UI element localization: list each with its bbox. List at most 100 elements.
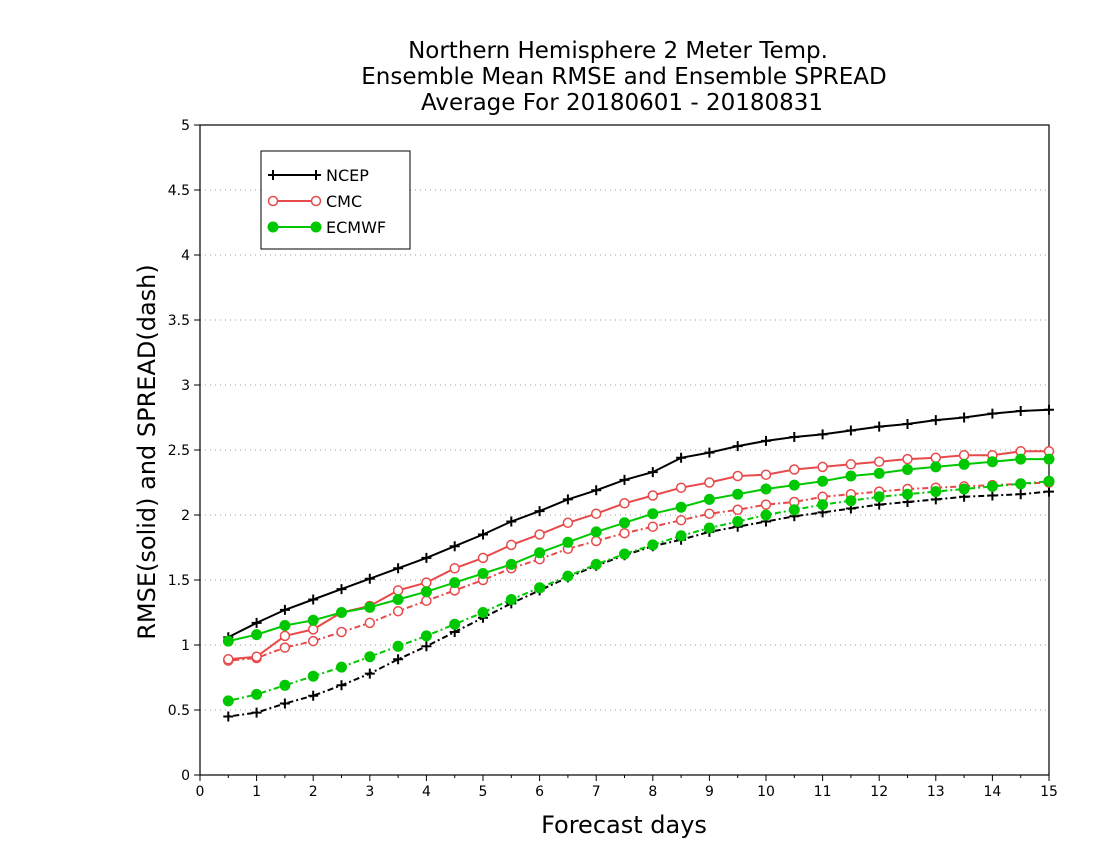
data-point-ecmwf-rmse bbox=[958, 458, 970, 470]
data-point-ecmwf-rmse bbox=[732, 488, 744, 500]
data-point-ecmwf-rmse bbox=[760, 483, 772, 495]
data-point-ecmwf-spread bbox=[222, 695, 234, 707]
data-point-cmc-rmse bbox=[647, 490, 659, 501]
y-tick-label: 1.5 bbox=[168, 573, 190, 589]
data-point-ecmwf-rmse bbox=[420, 586, 432, 598]
data-point-ecmwf-rmse bbox=[505, 558, 517, 570]
y-tick-label: 4 bbox=[181, 248, 190, 264]
data-point-ecmwf-rmse bbox=[562, 536, 574, 548]
x-tick-label: 12 bbox=[870, 784, 888, 800]
y-tick-label: 4.5 bbox=[168, 183, 190, 199]
data-point-ecmwf-rmse bbox=[590, 526, 602, 538]
data-point-ncep-rmse bbox=[676, 452, 687, 463]
y-tick-label: 2.5 bbox=[168, 443, 190, 459]
x-tick-label: 10 bbox=[757, 784, 775, 800]
data-point-ecmwf-rmse bbox=[336, 607, 347, 618]
y-tick-label: 5 bbox=[181, 118, 190, 134]
data-point-cmc-rmse bbox=[760, 469, 772, 480]
data-point-ncep-rmse bbox=[761, 435, 771, 446]
legend-marker-ecmwf bbox=[310, 221, 322, 233]
data-point-cmc-rmse bbox=[562, 517, 574, 529]
x-tick-label: 3 bbox=[365, 784, 374, 800]
data-point-cmc-spread bbox=[364, 617, 376, 629]
data-point-ncep-rmse bbox=[1044, 404, 1054, 415]
data-point-ecmwf-rmse bbox=[845, 470, 857, 482]
y-tick-labels: 0 0.5 1 1.5 2 2.5 3 3.5 4 4.5 5 bbox=[168, 118, 190, 784]
data-point-ecmwf-rmse bbox=[364, 601, 376, 613]
series-ecmwf bbox=[222, 453, 1055, 707]
x-axis-label: Forecast days bbox=[541, 811, 707, 839]
x-tick-label: 14 bbox=[983, 784, 1001, 800]
y-tick-label: 1 bbox=[181, 638, 190, 654]
data-point-ecmwf-rmse bbox=[477, 568, 489, 579]
data-point-ncep-spread bbox=[1015, 489, 1026, 500]
x-tick-labels: 0 1 2 3 4 5 6 7 8 9 10 11 12 13 14 15 bbox=[196, 784, 1058, 800]
legend-marker-cmc bbox=[310, 195, 322, 207]
data-point-ecmwf-spread bbox=[307, 670, 319, 682]
data-point-ecmwf-spread bbox=[732, 516, 744, 527]
data-point-ncep-rmse bbox=[959, 412, 970, 423]
data-point-ncep-rmse bbox=[1015, 406, 1026, 416]
data-point-ecmwf-rmse bbox=[873, 467, 885, 479]
data-point-cmc-rmse bbox=[506, 539, 517, 551]
legend-item-cmc: CMC bbox=[267, 192, 362, 211]
data-point-cmc-rmse bbox=[817, 461, 828, 473]
data-point-ncep-rmse bbox=[449, 541, 460, 552]
legend-marker-ncep bbox=[268, 170, 278, 180]
data-point-cmc-rmse bbox=[449, 563, 460, 574]
y-tick-label: 3.5 bbox=[168, 313, 190, 329]
x-tick-label: 8 bbox=[648, 784, 657, 800]
data-point-ncep-rmse bbox=[845, 425, 856, 436]
data-point-ecmwf-spread bbox=[930, 486, 942, 498]
data-point-ecmwf-spread bbox=[619, 548, 630, 560]
series-cmc bbox=[223, 446, 1055, 666]
legend-marker-cmc bbox=[267, 195, 279, 207]
data-point-ecmwf-rmse bbox=[1015, 453, 1027, 465]
data-point-ncep-rmse bbox=[279, 604, 290, 615]
data-point-ecmwf-spread bbox=[703, 522, 715, 534]
data-point-ncep-rmse bbox=[336, 584, 347, 595]
data-point-cmc-spread bbox=[392, 605, 404, 617]
data-point-ecmwf-spread bbox=[958, 483, 970, 495]
axis-ticks bbox=[194, 124, 1050, 781]
x-tick-label: 2 bbox=[309, 784, 318, 800]
data-point-ncep-rmse bbox=[506, 516, 517, 527]
data-point-cmc-rmse bbox=[930, 452, 942, 464]
data-point-ncep-rmse bbox=[930, 415, 941, 426]
x-tick-label: 5 bbox=[479, 784, 488, 800]
x-tick-label: 9 bbox=[705, 784, 714, 800]
chart-title-line-2: Ensemble Mean RMSE and Ensemble SPREAD bbox=[361, 64, 886, 90]
x-tick-label: 6 bbox=[535, 784, 544, 800]
data-point-cmc-rmse bbox=[534, 529, 545, 540]
data-point-ncep-rmse bbox=[902, 419, 913, 429]
data-point-ecmwf-spread bbox=[986, 480, 998, 492]
data-point-ecmwf-rmse bbox=[788, 479, 800, 491]
data-point-ncep-rmse bbox=[789, 432, 800, 442]
data-point-ecmwf-spread bbox=[449, 618, 461, 630]
series-line-ncep-spread bbox=[228, 490, 1050, 718]
chart-title-line-3: Average For 20180601 - 20180831 bbox=[421, 90, 823, 116]
data-point-ncep-spread bbox=[223, 711, 234, 722]
data-point-ecmwf-spread bbox=[788, 504, 800, 516]
data-point-ncep-spread bbox=[364, 668, 375, 679]
data-point-ncep-rmse bbox=[478, 529, 488, 540]
data-point-ncep-spread bbox=[1044, 486, 1054, 497]
data-point-ncep-spread bbox=[251, 707, 262, 718]
data-point-ncep-rmse bbox=[364, 573, 375, 584]
data-point-cmc-spread bbox=[619, 527, 630, 539]
data-point-cmc-rmse bbox=[477, 552, 489, 564]
data-point-ncep-rmse bbox=[251, 617, 262, 628]
data-point-ecmwf-spread bbox=[420, 630, 432, 642]
data-point-ecmwf-rmse bbox=[307, 614, 319, 626]
legend-label-ncep: NCEP bbox=[326, 166, 369, 185]
legend-item-ecmwf: ECMWF bbox=[267, 218, 386, 237]
data-point-cmc-rmse bbox=[958, 449, 970, 461]
data-point-cmc-spread bbox=[647, 521, 659, 532]
x-tick-label: 0 bbox=[196, 784, 205, 800]
data-point-ncep-rmse bbox=[308, 594, 319, 605]
data-point-cmc-rmse bbox=[704, 477, 715, 488]
series-line-cmc-spread bbox=[228, 481, 1050, 662]
data-point-ecmwf-rmse bbox=[251, 629, 263, 641]
x-tick-label: 15 bbox=[1040, 784, 1058, 800]
